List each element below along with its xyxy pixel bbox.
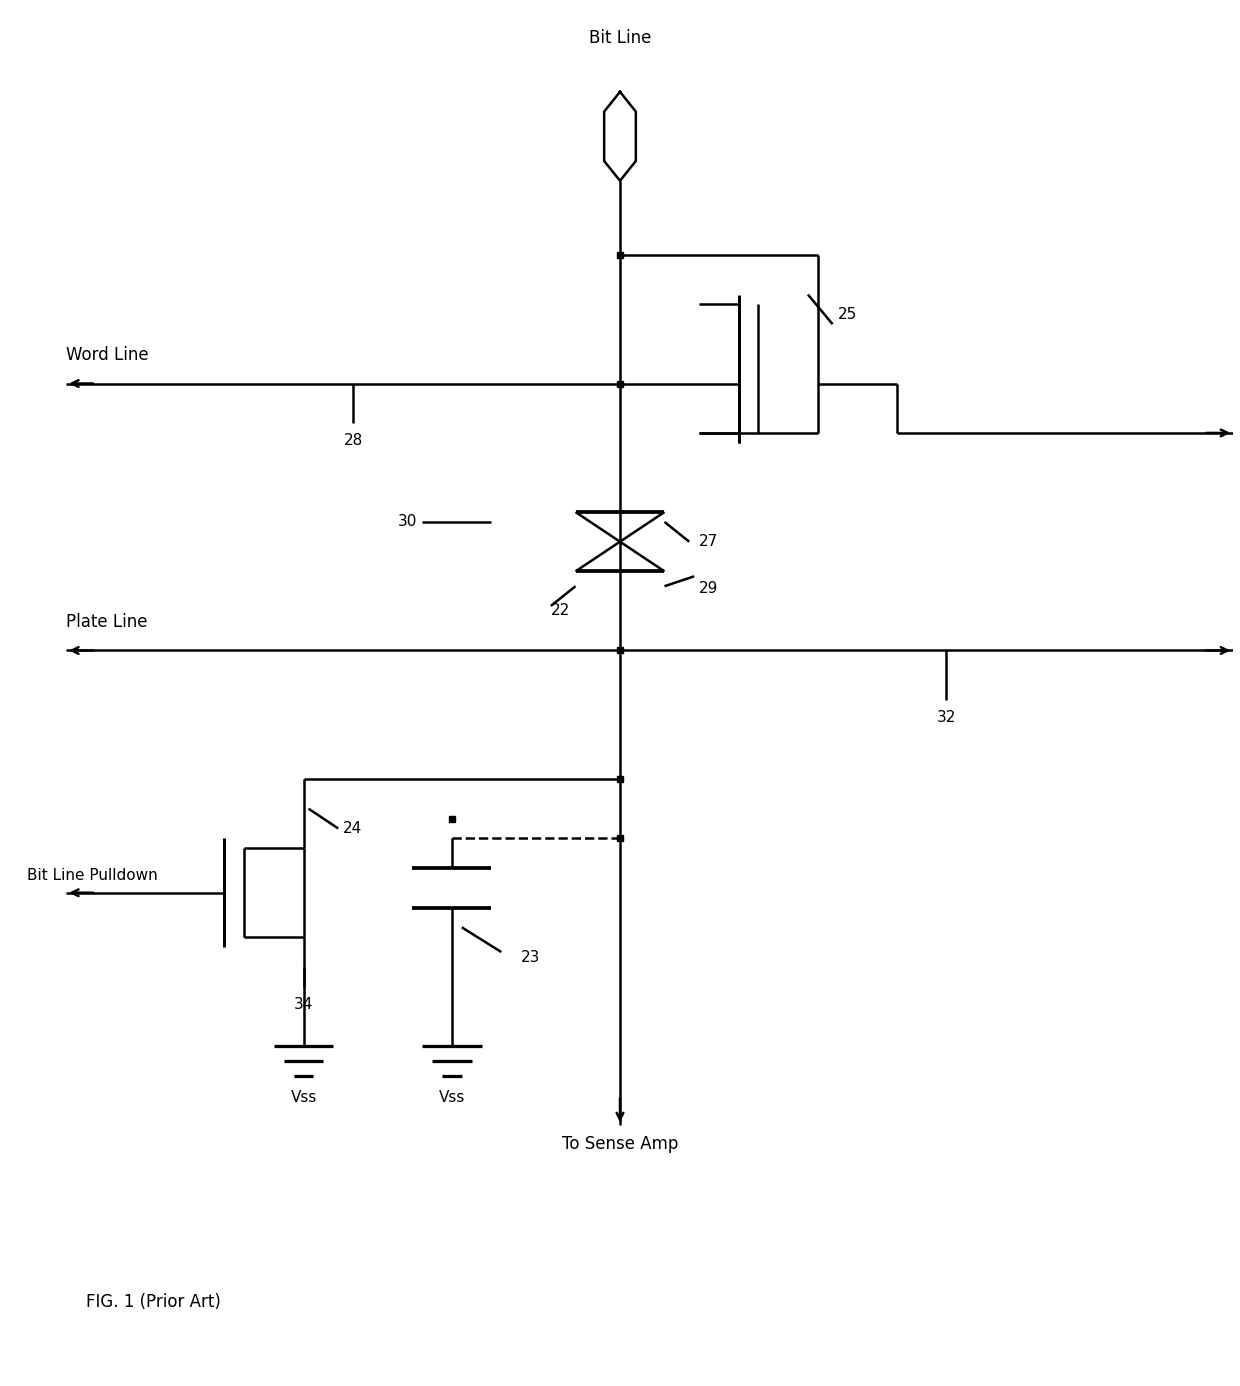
Text: Bit Line Pulldown: Bit Line Pulldown	[27, 868, 157, 883]
Text: 23: 23	[521, 949, 541, 965]
Text: 34: 34	[294, 997, 314, 1012]
Text: 29: 29	[699, 581, 718, 596]
Text: 22: 22	[551, 603, 570, 618]
Text: 24: 24	[343, 821, 362, 836]
Text: Word Line: Word Line	[66, 345, 149, 363]
Text: 32: 32	[936, 710, 956, 725]
Text: 28: 28	[343, 432, 362, 448]
Text: 25: 25	[837, 306, 857, 322]
Text: Bit Line: Bit Line	[589, 29, 651, 47]
Text: Plate Line: Plate Line	[66, 613, 148, 631]
Text: Vss: Vss	[290, 1091, 316, 1106]
Text: 27: 27	[699, 534, 718, 549]
Text: To Sense Amp: To Sense Amp	[562, 1135, 678, 1153]
Text: FIG. 1 (Prior Art): FIG. 1 (Prior Art)	[86, 1293, 221, 1311]
Text: Vss: Vss	[439, 1091, 465, 1106]
Text: 30: 30	[398, 514, 418, 529]
